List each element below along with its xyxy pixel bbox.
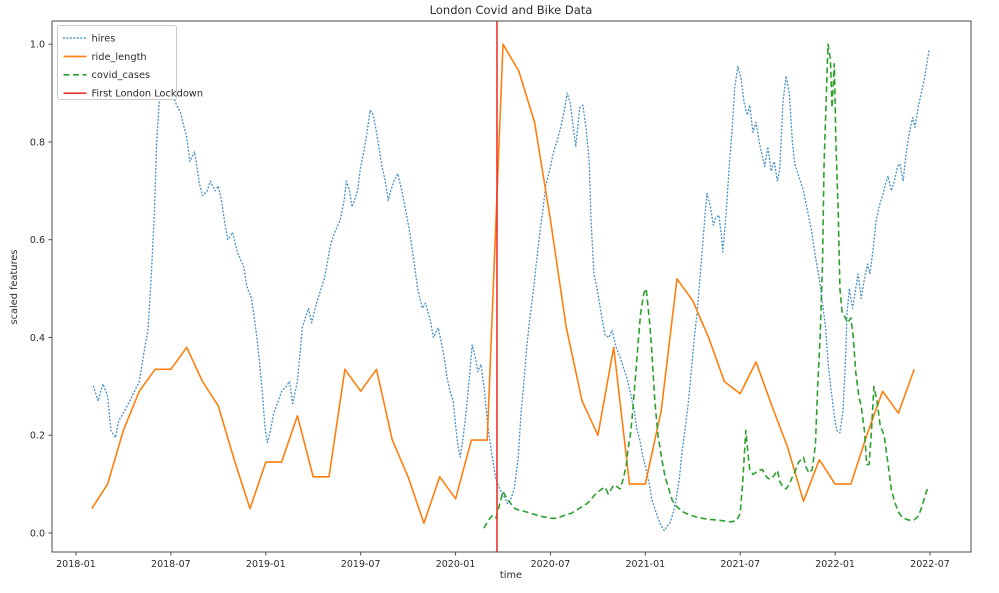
legend-label: hires [92, 33, 116, 44]
x-tick-label: 2018-07 [151, 559, 191, 570]
covid_cases-line [483, 43, 929, 529]
legend: hires ride_length covid_cases First London … [57, 25, 204, 100]
y-tick-label: 0.8 [30, 137, 45, 148]
x-tick-label: 2021-07 [720, 559, 760, 570]
axes-spines [51, 20, 972, 553]
y-tick-label: 0.2 [30, 431, 45, 442]
legend-label: ride_length [92, 52, 147, 63]
hires-line [92, 48, 930, 532]
x-tick-label: 2022-07 [910, 559, 950, 570]
chart-title: London Covid and Bike Data [430, 3, 593, 17]
y-tick-label: 0.6 [30, 235, 45, 246]
y-axis-label: scaled features [9, 249, 20, 324]
legend-box [57, 25, 177, 100]
x-tick-label: 2019-01 [246, 559, 286, 570]
x-tick-label: 2020-01 [436, 559, 476, 570]
x-tick-label: 2018-01 [56, 559, 96, 570]
x-ticks: 2018-01 2018-07 2019-01 2019-07 2020-01 2020-… [56, 552, 950, 570]
series-lines [91, 43, 930, 532]
y-tick-label: 0.0 [30, 528, 45, 539]
x-tick-label: 2021-01 [625, 559, 665, 570]
y-tick-label: 0.4 [30, 333, 45, 344]
legend-label: covid_cases [92, 70, 151, 81]
y-ticks: 0.0 0.2 0.4 0.6 0.8 1.0 [30, 40, 52, 539]
legend-label: First London Lockdown [92, 89, 204, 100]
x-tick-label: 2022-01 [815, 559, 855, 570]
x-tick-label: 2019-07 [341, 559, 381, 570]
x-axis-label: time [500, 570, 522, 581]
ride_length-line [91, 43, 915, 524]
y-tick-label: 1.0 [30, 40, 45, 51]
x-tick-label: 2020-07 [531, 559, 571, 570]
